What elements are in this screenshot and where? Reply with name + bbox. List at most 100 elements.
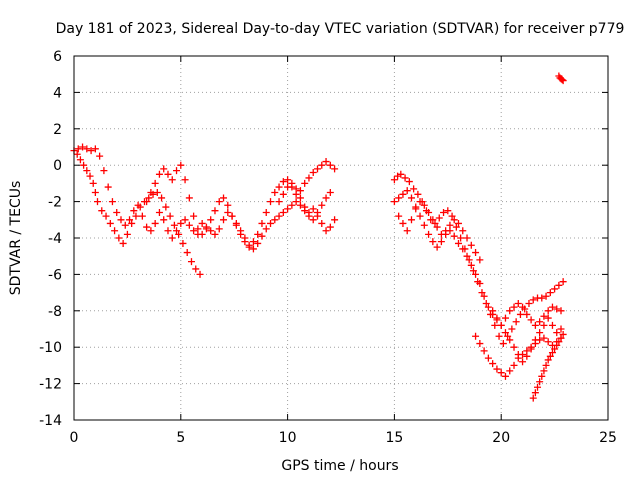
data-point	[100, 167, 108, 175]
y-tick-label: -14	[39, 413, 62, 429]
data-point	[506, 367, 514, 375]
data-point	[89, 179, 97, 187]
series-track-3	[143, 158, 339, 251]
data-point	[207, 216, 215, 224]
data-point	[544, 356, 552, 364]
data-point	[450, 232, 458, 240]
data-point	[534, 383, 542, 391]
data-point	[551, 345, 559, 353]
data-point	[501, 372, 509, 380]
data-point	[454, 239, 462, 247]
data-point	[237, 227, 245, 235]
data-point	[177, 161, 185, 169]
data-point	[309, 205, 317, 213]
data-point	[145, 194, 153, 202]
data-point	[267, 198, 275, 206]
data-point	[489, 360, 497, 368]
data-point	[309, 168, 317, 176]
data-point	[407, 194, 415, 202]
data-point	[190, 227, 198, 235]
series-track-5	[275, 179, 339, 235]
data-point	[425, 230, 433, 238]
data-point	[224, 201, 232, 209]
data-point	[102, 212, 110, 220]
data-point	[284, 205, 292, 213]
data-point	[407, 216, 415, 224]
data-point	[215, 225, 223, 233]
y-tick-label: -6	[48, 267, 62, 283]
data-point	[516, 310, 524, 318]
data-point	[168, 176, 176, 184]
data-point	[207, 227, 215, 235]
data-point	[279, 190, 287, 198]
series-track-6	[390, 170, 567, 348]
data-point	[198, 230, 206, 238]
data-point	[519, 358, 527, 366]
data-point	[249, 238, 257, 246]
data-point	[181, 176, 189, 184]
data-point	[301, 203, 309, 211]
data-point	[113, 209, 121, 217]
data-point	[322, 227, 330, 235]
data-point	[279, 209, 287, 217]
data-point	[531, 389, 539, 397]
series-track-8	[395, 198, 484, 264]
data-point	[437, 238, 445, 246]
data-point	[446, 221, 454, 229]
data-point	[151, 219, 159, 227]
data-point	[91, 189, 99, 196]
data-point	[529, 394, 537, 402]
data-point	[472, 332, 480, 340]
series-track-10	[489, 307, 565, 366]
data-point	[305, 209, 313, 217]
data-point	[185, 221, 193, 229]
data-point	[559, 77, 567, 85]
series-track-12	[555, 72, 567, 85]
data-point	[433, 223, 441, 231]
data-point	[395, 194, 403, 202]
data-point	[403, 227, 411, 235]
data-point	[123, 230, 131, 238]
data-point	[390, 198, 398, 206]
data-point	[301, 179, 309, 187]
data-point	[440, 209, 448, 217]
data-point	[271, 216, 279, 224]
data-point	[74, 145, 82, 153]
y-tick-label: -4	[48, 231, 62, 247]
data-point	[559, 330, 567, 338]
data-point	[454, 219, 462, 227]
data-point	[271, 189, 279, 196]
data-point	[484, 303, 492, 311]
data-point	[489, 307, 497, 315]
data-point	[326, 189, 334, 196]
data-point	[476, 340, 484, 348]
data-point	[555, 281, 563, 289]
data-point	[166, 212, 174, 220]
data-point	[442, 227, 450, 235]
data-point	[194, 225, 202, 233]
data-point	[211, 207, 219, 215]
data-point	[416, 212, 424, 220]
data-point	[296, 194, 304, 202]
data-point	[491, 321, 499, 329]
data-point	[98, 207, 106, 215]
data-point	[314, 212, 322, 220]
data-point	[476, 256, 484, 264]
series-track-1	[70, 147, 204, 278]
series-track-11	[529, 330, 567, 402]
data-point	[514, 350, 522, 358]
data-point	[322, 158, 330, 166]
data-point	[501, 314, 509, 322]
data-point	[540, 334, 548, 342]
y-tick-label: 2	[53, 122, 62, 138]
data-point	[153, 189, 161, 196]
data-point	[158, 194, 166, 202]
data-point	[326, 161, 334, 169]
data-point	[262, 209, 270, 217]
data-point	[262, 225, 270, 233]
data-point	[155, 170, 163, 178]
data-point	[501, 329, 509, 337]
data-point	[444, 207, 452, 215]
data-point	[160, 216, 168, 224]
data-point	[83, 167, 91, 175]
